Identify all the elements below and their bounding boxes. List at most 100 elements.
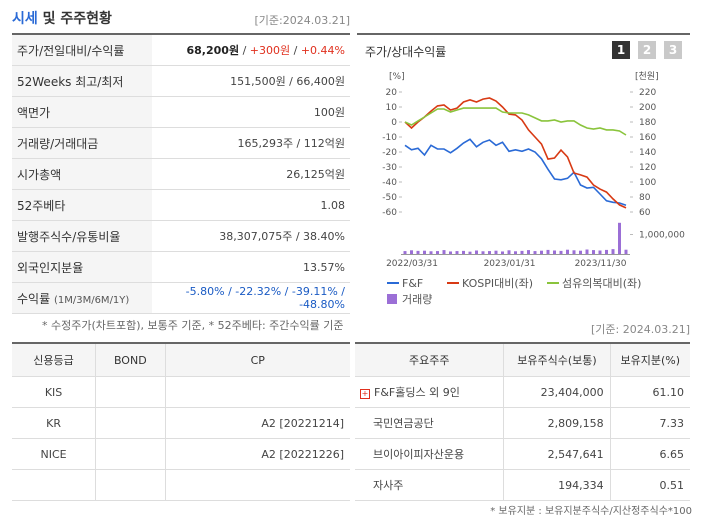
- header-cell: 보유주식수(보통): [503, 343, 611, 377]
- value: 151,500원 / 66,400원: [230, 75, 345, 88]
- value: 13.57%: [303, 260, 345, 274]
- volume-bar: [605, 249, 608, 254]
- legend-label: 거래량: [402, 293, 432, 306]
- cell-text: 브이아이피자산운용: [373, 448, 465, 461]
- label: 발행주식수/유통비율: [17, 229, 121, 244]
- y-tick-label: -10: [382, 133, 397, 143]
- row: 시가총액 26,125억원: [12, 158, 350, 190]
- volume-bar: [553, 250, 556, 254]
- value-cell: 26,125억원: [152, 158, 350, 190]
- label: 액면가: [17, 105, 51, 120]
- volume-bar: [507, 250, 511, 254]
- volume-bar: [572, 250, 576, 254]
- cell-text: NICE: [40, 447, 67, 461]
- value: 1.08: [320, 198, 346, 212]
- value: -5.80% / -22.32% / -39.11% / -48.80%: [185, 285, 345, 311]
- header-cell: 주요주주: [355, 343, 504, 377]
- line-series: [404, 138, 627, 207]
- volume-bar: [403, 251, 407, 254]
- cell-text: 23,404,000: [540, 385, 604, 399]
- cell: 국민연금공단: [355, 407, 504, 439]
- holder-note: * 보유지분 : 보유지분주식수/지산정주식수*100: [490, 506, 692, 517]
- value-cell: 1.08: [152, 189, 350, 221]
- legend-label: KOSPI대비(좌): [462, 277, 533, 290]
- value: 38,307,075주 / 38.40%: [219, 230, 345, 243]
- volume-bar: [481, 251, 485, 254]
- y-tick-label: 10: [386, 103, 398, 113]
- volume-bar: [546, 249, 550, 254]
- cell-text: 국민연금공단: [373, 417, 434, 430]
- volume-bar: [514, 251, 517, 254]
- cell-text: F&F홀딩스 외 9인: [374, 386, 460, 399]
- volume-bar: [611, 249, 615, 254]
- date: [기준:2024.03.21]: [254, 14, 350, 27]
- header-row: 신용등급 BOND CP: [12, 343, 350, 377]
- row: KR A2 [20221214]: [12, 407, 350, 439]
- y-tick-label: -60: [382, 208, 397, 218]
- cell: 0.51: [609, 469, 690, 501]
- volume-bar: [410, 250, 413, 254]
- value: 26,125억원: [286, 168, 345, 181]
- value-cell: 151,500원 / 66,400원: [152, 65, 350, 97]
- volume-bar: [436, 251, 439, 254]
- y-tick-label: 0: [391, 118, 397, 128]
- title-text: 및 주주현황: [37, 11, 112, 27]
- cell: [95, 376, 166, 408]
- cell: 2,809,158: [503, 407, 611, 439]
- sublabel: (1M/3M/6M/1Y): [53, 294, 130, 306]
- volume-bar: [442, 250, 446, 254]
- y-tick-label: -40: [382, 178, 397, 188]
- value: +0.44%: [300, 44, 345, 57]
- volume-bar: [559, 250, 563, 254]
- cell-text: 6.65: [659, 447, 685, 461]
- label-cell: 시가총액: [12, 158, 152, 190]
- cell: 자사주: [355, 469, 504, 501]
- y2-tick-label: 220: [639, 88, 656, 98]
- quote-table: 주가/전일대비/수익률 68,200원 / +300원 / +0.44% 52Wee…: [12, 33, 350, 314]
- x-tick-label: 2023/11/30: [575, 259, 627, 269]
- row: 주가/전일대비/수익률 68,200원 / +300원 / +0.44%: [12, 34, 350, 66]
- chart: [%] [천원]20100-10-20-30-40-50-602202001801…: [382, 71, 685, 306]
- cell-text: A2 [20221226]: [261, 447, 344, 461]
- volume-bar: [449, 251, 452, 254]
- row: 수익률 (1M/3M/6M/1Y) -5.80% / -22.32% / -39.…: [12, 282, 350, 314]
- row: NICE A2 [20221226]: [12, 438, 350, 470]
- volume-bar: [598, 250, 602, 254]
- chart-button[interactable]: 1: [612, 41, 630, 59]
- y-tick-label: 20: [386, 88, 398, 98]
- value: /: [239, 44, 250, 57]
- volume-bar: [540, 250, 543, 254]
- row: 52주베타 1.08: [12, 189, 350, 221]
- date: [기준: 2024.03.21]: [590, 323, 690, 336]
- volume-bar: [585, 249, 589, 254]
- y-tick-label: -20: [382, 148, 397, 158]
- credit-table: 신용등급 BOND CP KIS KR A2 [20221214] NICE A2 [2022…: [12, 342, 350, 501]
- cell: A2 [20221226]: [164, 438, 350, 470]
- label-cell: 액면가: [12, 96, 152, 128]
- chart-title: 주가/상대수익률: [365, 45, 447, 59]
- row: 액면가 100원: [12, 96, 350, 128]
- x-tick-label: 2022/03/31: [386, 259, 438, 269]
- footnote: * 수정주가(차트포함), 보통주 기준, * 52주베타: 주간수익률 기준: [42, 319, 344, 332]
- y2-tick-label: 140: [639, 148, 656, 158]
- y-tick-label: -50: [382, 193, 397, 203]
- volume-bar: [533, 251, 537, 254]
- cell-text: KIS: [44, 385, 63, 399]
- volume-bar: [501, 251, 504, 254]
- title-accent: 시세: [12, 11, 38, 27]
- label-cell: 수익률 (1M/3M/6M/1Y): [12, 282, 152, 314]
- row: 자사주 194,334 0.51: [355, 469, 690, 501]
- value-cell: -5.80% / -22.32% / -39.11% / -48.80%: [152, 282, 350, 314]
- chart-button[interactable]: 3: [664, 41, 682, 59]
- volume-bar: [468, 251, 472, 254]
- label: 52Weeks 최고/최저: [17, 74, 124, 89]
- header-row: 주요주주 보유주식수(보통) 보유지분(%): [355, 343, 690, 377]
- cell-text: 2,547,641: [547, 447, 604, 461]
- volume-tick-label: 1,000,000: [639, 231, 685, 241]
- volume-bar: [527, 250, 530, 254]
- legend-label: F&F: [402, 277, 423, 290]
- row: 외국인지분율 13.57%: [12, 251, 350, 283]
- chart-button[interactable]: 2: [638, 41, 656, 59]
- cell: + F&F홀딩스 외 9인: [355, 376, 504, 408]
